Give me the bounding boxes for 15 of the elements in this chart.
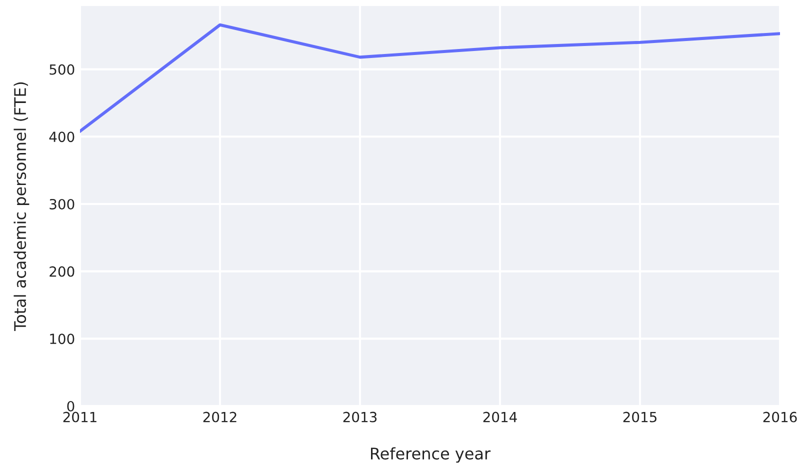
x-tick-label: 2014 xyxy=(483,412,517,422)
y-axis-title: Total academic personnel (FTE) xyxy=(14,82,30,332)
y-tick-label: 100 xyxy=(50,334,74,344)
y-tick-label: 300 xyxy=(50,198,74,210)
y-tick-label: 200 xyxy=(50,266,74,277)
x-tick-label: 2012 xyxy=(203,412,236,422)
x-tick-label: 2015 xyxy=(623,412,656,422)
y-tick-label: 0 xyxy=(67,400,74,412)
x-tick-label: 2011 xyxy=(63,412,96,422)
x-tick-label: 2016 xyxy=(763,412,797,422)
x-tick-label: 2013 xyxy=(343,412,377,422)
y-tick-label: 400 xyxy=(49,132,74,142)
x-axis-title: Reference year xyxy=(371,447,491,463)
line-series xyxy=(80,23,780,133)
y-tick-label: 500 xyxy=(50,64,74,75)
